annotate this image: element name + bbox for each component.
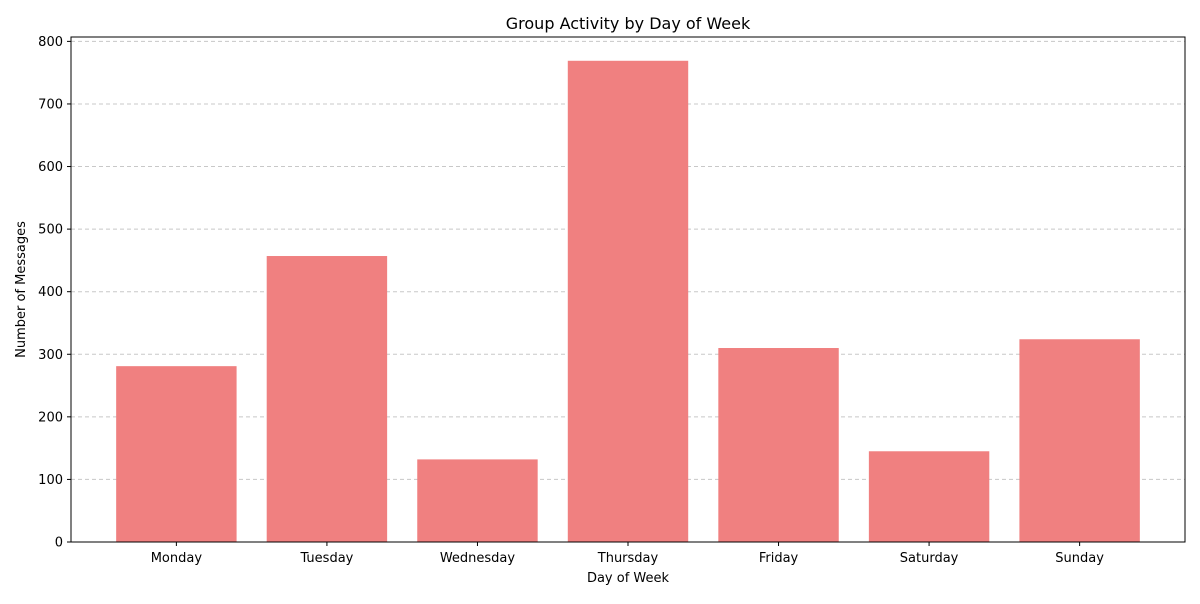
x-tick-label: Thursday — [597, 551, 659, 566]
y-tick-label: 400 — [38, 285, 63, 300]
y-tick-label: 500 — [38, 223, 63, 238]
y-tick-label: 200 — [38, 410, 63, 425]
x-tick-label: Wednesday — [440, 551, 516, 566]
y-tick-label: 300 — [38, 348, 63, 363]
y-axis-label: Number of Messages — [14, 221, 29, 358]
bar-thursday — [567, 60, 689, 543]
bar-tuesday — [266, 256, 388, 542]
bar-friday — [718, 348, 839, 542]
x-tick-label: Monday — [151, 551, 203, 566]
bars-layer — [116, 60, 1140, 543]
x-tick-label: Tuesday — [299, 551, 353, 566]
bar-saturday — [868, 451, 990, 542]
bar-monday — [116, 366, 237, 542]
x-tick-label: Friday — [759, 551, 799, 566]
y-tick-label: 800 — [38, 35, 63, 50]
y-tick-label: 700 — [38, 97, 63, 112]
x-tick-label: Sunday — [1055, 551, 1104, 566]
y-tick-label: 600 — [38, 160, 63, 175]
bar-wednesday — [417, 459, 538, 542]
chart-title: Group Activity by Day of Week — [506, 14, 751, 33]
y-tick-label: 0 — [55, 536, 63, 551]
x-ticks: Monday Tuesday Wednesday Thursday Friday Satu… — [151, 542, 1104, 566]
x-axis-label: Day of Week — [587, 571, 670, 586]
x-tick-label: Saturday — [900, 551, 959, 566]
y-ticks: 0 100 200 300 400 500 600 700 800 — [38, 35, 71, 551]
bar-sunday — [1019, 339, 1140, 542]
y-tick-label: 100 — [38, 473, 63, 488]
